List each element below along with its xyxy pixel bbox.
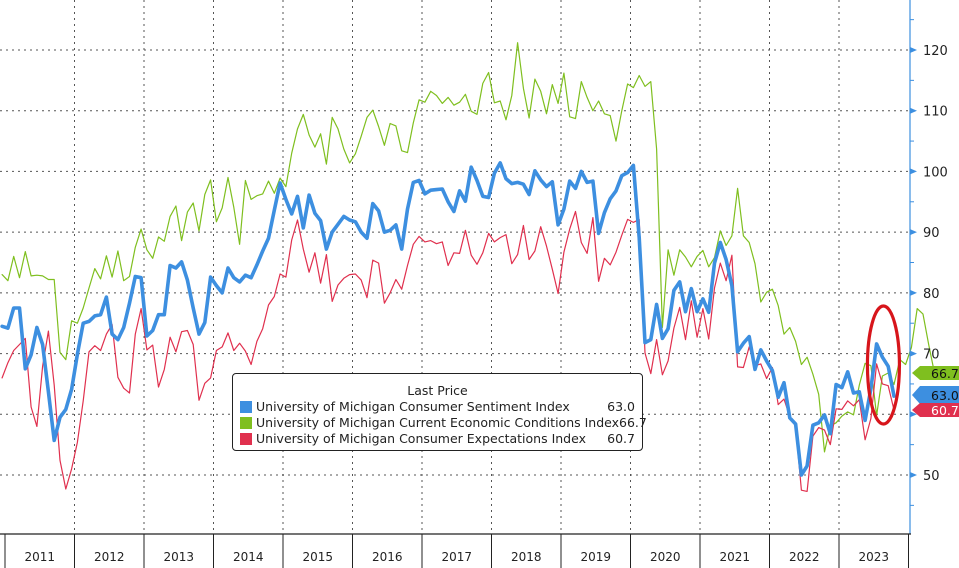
legend-label: University of Michigan Consumer Expectat… [256,431,586,446]
x-tick-label: 2021 [719,550,750,564]
legend-item-expectations: University of Michigan Consumer Expectat… [233,431,642,447]
last-value-badge-sentiment: 63.0 [912,386,959,404]
x-tick-label: 2022 [789,550,820,564]
badge-background [912,386,959,404]
last-value-badge-expectations: 60.7 [912,403,959,418]
x-tick-label: 2018 [511,550,542,564]
series-layer [0,42,936,492]
series-line-expectations [1,210,895,492]
legend-label: University of Michigan Current Economic … [256,415,620,430]
badge-label: 60.7 [931,403,959,418]
y-tick-label: 50 [923,469,940,484]
badge-background [912,403,959,417]
legend-swatch-expectations [240,433,252,445]
legend-swatch-sentiment [240,401,252,413]
legend-title: Last Price [407,383,468,398]
y-tick-label: 110 [923,105,948,120]
y-tick-marker [910,472,917,478]
annotation-layer [865,304,902,426]
y-tick-label: 120 [923,44,948,59]
y-tick-label: 90 [923,226,940,241]
x-tick-label: 2023 [858,550,889,564]
legend-item-current-conditions: University of Michigan Current Economic … [233,415,647,431]
badge-label: 66.7 [931,366,959,381]
legend-value: 60.7 [607,431,635,446]
y-tick-marker [910,350,917,357]
y-tick-marker [910,411,917,418]
y-tick-marker [910,107,917,114]
y-tick-marker [910,168,917,175]
series-line-sentiment [0,161,896,477]
grid [0,0,910,534]
x-tick-label: 2014 [233,550,264,564]
x-axis: 2011 2012 2013 2014 2015 2016 2017 2018 2019 2020… [0,533,911,568]
y-tick-marker [910,229,917,236]
highlight-ellipse [865,304,902,426]
x-tick-label: 2016 [372,550,403,564]
legend-item-sentiment: University of Michigan Consumer Sentimen… [233,399,642,415]
legend-value: 63.0 [607,399,635,414]
x-tick-label: 2012 [94,550,125,564]
y-tick-marker [910,47,917,53]
legend-value: 66.7 [619,415,647,430]
x-tick-label: 2015 [302,550,333,564]
badge-label: 63.0 [931,388,959,403]
y-tick-marker [910,289,917,296]
x-tick-label: 2013 [163,550,194,564]
y-tick-label: 80 [923,287,940,302]
y-axis: 50 70 80 90 100 110 120 [909,0,948,534]
series-line-current-conditions [1,42,936,453]
legend-label: University of Michigan Consumer Sentimen… [256,399,570,414]
last-value-badges: 66.7 63.060.7 [912,366,959,418]
last-value-badge-current-conditions: 66.7 [912,366,959,381]
x-tick-label: 2019 [580,550,611,564]
legend-swatch-current-conditions [240,417,252,429]
badge-background [912,366,959,380]
y-tick-label: 100 [923,165,948,180]
y-tick-label: 70 [923,348,940,363]
x-tick-label: 2011 [24,550,55,564]
x-tick-label: 2017 [441,550,472,564]
x-tick-label: 2020 [650,550,681,564]
legend: Last Price University of Michigan Consum… [232,373,647,451]
